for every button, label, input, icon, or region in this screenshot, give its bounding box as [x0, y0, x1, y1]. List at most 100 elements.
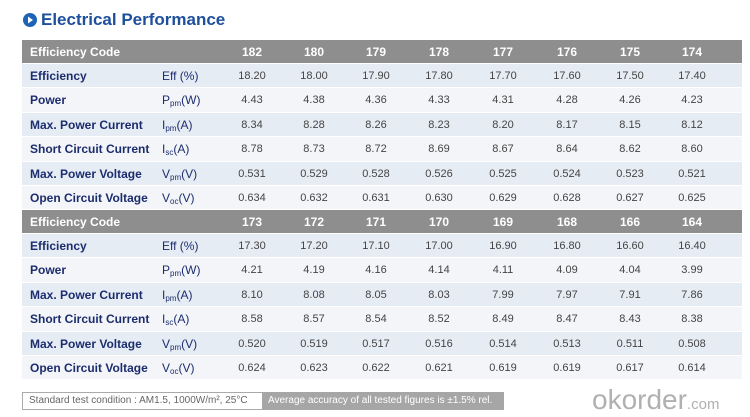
cell: 8.72: [365, 143, 387, 156]
unit-tail: (W): [181, 263, 201, 278]
cell: 8.17: [556, 118, 578, 131]
unit-tail: (A): [176, 117, 193, 132]
unit-sub: oc: [170, 197, 179, 206]
cell: 4.26: [619, 94, 641, 107]
cell: 8.20: [492, 118, 514, 131]
cell: 0.521: [678, 167, 706, 180]
code: 171: [365, 215, 387, 229]
cell: 8.69: [428, 143, 450, 156]
unit-sub: sc: [165, 148, 174, 158]
code: 175: [619, 45, 641, 59]
cell: 8.15: [619, 118, 641, 131]
cell: 0.529: [300, 167, 328, 180]
cell: 17.70: [489, 70, 517, 82]
unit: Isc(A): [162, 142, 189, 157]
cell: 17.10: [362, 240, 390, 252]
cell: 4.09: [556, 264, 578, 277]
unit-main: I: [162, 312, 166, 327]
code: 172: [303, 215, 325, 229]
unit: Isc(A): [162, 312, 189, 327]
unit-main: Eff (%): [162, 239, 199, 253]
cell: 8.26: [365, 118, 387, 131]
row-bg: [22, 258, 742, 282]
cell: 4.31: [492, 94, 514, 107]
cell: 4.21: [241, 264, 263, 277]
cell: 0.625: [678, 192, 706, 204]
cell: 0.621: [425, 362, 453, 374]
cell: 0.523: [616, 167, 644, 180]
cell: 17.60: [553, 70, 581, 82]
code: 168: [556, 215, 578, 229]
code: 180: [303, 45, 325, 59]
unit-sub: sc: [165, 318, 174, 328]
row-bg: [22, 64, 742, 88]
cell: 16.60: [616, 240, 644, 252]
unit-sub: pm: [165, 123, 177, 133]
cell: 18.20: [238, 70, 266, 82]
watermark-suffix: .com: [686, 396, 720, 413]
title: Electrical Performance: [41, 10, 226, 29]
row-label: Short Circuit Current: [30, 142, 150, 157]
row-bg: [22, 234, 742, 258]
row-bg: [22, 112, 742, 137]
cell: 0.526: [425, 167, 453, 180]
unit-sub: pm: [170, 172, 182, 182]
row-label: Max. Power Voltage: [30, 166, 142, 181]
unit-tail: (A): [173, 142, 190, 157]
cell: 7.91: [619, 288, 641, 301]
header-row: [22, 40, 742, 63]
cell: 17.80: [425, 70, 453, 82]
unit-sub: oc: [170, 367, 179, 376]
unit-main: V: [162, 361, 171, 375]
cell: 0.508: [678, 337, 706, 350]
cell: 8.38: [681, 313, 703, 326]
cell: 8.49: [492, 313, 514, 326]
unit-main: I: [162, 287, 166, 302]
watermark: okorder.com: [592, 384, 719, 416]
cell: 8.08: [303, 288, 325, 301]
cell: 0.525: [489, 167, 517, 180]
row-label: Power: [30, 263, 67, 278]
cell: 7.86: [681, 288, 703, 301]
cell: 8.43: [619, 313, 641, 326]
cell: 0.619: [553, 362, 581, 374]
unit-sub: pm: [170, 342, 182, 352]
cell: 0.524: [553, 167, 581, 180]
cell: 0.617: [616, 362, 644, 374]
cell: 0.614: [678, 362, 706, 374]
cell: 0.630: [425, 192, 453, 204]
cell: 4.14: [428, 264, 450, 277]
row-bg: [22, 161, 742, 185]
cell: 0.627: [616, 192, 644, 204]
code: 170: [428, 215, 450, 229]
cell: 8.60: [681, 143, 703, 156]
cell: 0.634: [238, 192, 266, 204]
cell: 8.34: [241, 118, 263, 131]
unit-sub: pm: [165, 293, 177, 303]
cell: 8.54: [365, 313, 387, 326]
cell: 18.00: [300, 70, 328, 82]
cell: 0.623: [300, 362, 328, 374]
code: 182: [241, 45, 263, 59]
unit: Voc(V): [162, 361, 194, 376]
cell: 3.99: [681, 264, 703, 277]
cell: 0.513: [553, 337, 581, 350]
cell: 0.624: [238, 362, 266, 374]
cell: 17.00: [425, 240, 453, 252]
cell: 0.519: [300, 337, 328, 350]
cell: 8.64: [556, 143, 578, 156]
cell: 16.40: [678, 240, 706, 252]
unit: Voc(V): [162, 191, 194, 206]
code: 174: [681, 45, 703, 59]
header-row: [22, 210, 742, 233]
cell: 8.57: [303, 313, 325, 326]
cell: 0.629: [489, 192, 517, 204]
row-label: Max. Power Current: [30, 117, 143, 132]
cell: 8.62: [619, 143, 641, 156]
unit-main: I: [162, 117, 166, 132]
row-bg: [22, 356, 742, 380]
code: 176: [556, 45, 578, 59]
cell: 7.99: [492, 288, 514, 301]
unit-tail: (V): [181, 166, 198, 181]
